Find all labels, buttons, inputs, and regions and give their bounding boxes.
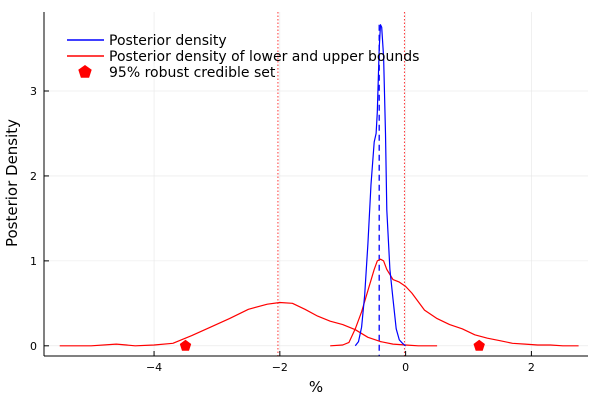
legend-label-posterior-density: Posterior density (109, 33, 227, 49)
legend: Posterior density Posterior density of l… (67, 33, 419, 81)
axes (43, 12, 588, 357)
bounds-density-line-1 (330, 258, 579, 347)
credible-set-marker-1 (473, 339, 485, 351)
credible-set-marker-0 (179, 339, 192, 351)
y-tick-label-1: 1 (30, 255, 37, 268)
credible-set-markers (179, 339, 485, 351)
series (59, 24, 579, 347)
legend-label-bounds-density: Posterior density of lower and upper bou… (109, 49, 419, 65)
bounds-density-line-0 (59, 301, 438, 347)
posterior-density-line (354, 24, 406, 347)
x-tick-label-3: 2 (528, 361, 535, 374)
x-tick-label-1: −2 (272, 361, 288, 374)
reference-lines (277, 12, 405, 356)
x-tick-label-2: 0 (402, 361, 409, 374)
y-tick-label-2: 2 (30, 170, 37, 183)
y-tick-label-3: 3 (30, 85, 37, 98)
tick-labels: −4 −2 0 2 0 1 2 3 (30, 85, 535, 374)
legend-label-credible-set: 95% robust credible set (109, 65, 276, 81)
x-tick-label-0: −4 (146, 361, 162, 374)
x-axis-title: % (309, 378, 323, 396)
y-axis-title: Posterior Density (3, 119, 21, 247)
legend-marker-credible-set (78, 65, 92, 78)
y-tick-label-0: 0 (30, 340, 37, 353)
